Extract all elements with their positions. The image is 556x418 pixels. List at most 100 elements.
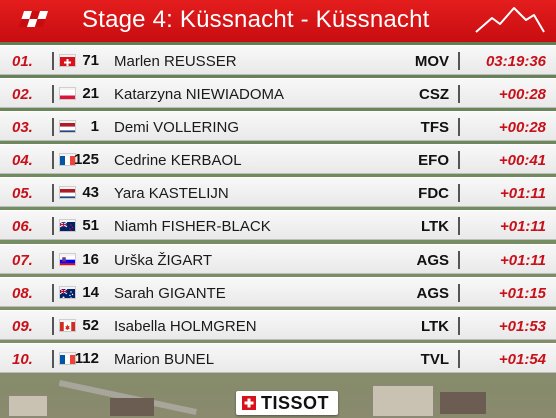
bib-number: 16: [82, 250, 99, 268]
rider-name: Demi VOLLERING: [114, 119, 240, 137]
team-code: EFO: [418, 152, 449, 170]
result-row: 03. 1 Demi VOLLERING TFS +00:28: [0, 111, 556, 142]
column-divider: [52, 151, 54, 170]
position-label: 10.: [12, 350, 33, 368]
race-logo-icon: [18, 11, 49, 27]
result-row: 02. 21 Katarzyna NIEWIADOMA CSZ +00:28: [0, 78, 556, 109]
column-divider: [458, 250, 460, 269]
time-gap: +01:11: [499, 251, 546, 269]
background-roof: [110, 398, 154, 416]
result-row: 04. 125 Cedrine KERBAOL EFO +00:41: [0, 144, 556, 175]
background-house: [8, 395, 48, 417]
column-divider: [52, 85, 54, 104]
time-gap: +01:54: [498, 350, 546, 368]
result-row: 09. 52 Isabella HOLMGREN LTK +01:53: [0, 309, 556, 340]
result-row: 06. 51 Niamh FISHER-BLACK LTK +01:11: [0, 210, 556, 241]
country-flag-icon: [60, 220, 75, 232]
stage-header: Stage 4: Küssnacht - Küssnacht: [0, 0, 556, 42]
sponsor-badge: TISSOT: [236, 391, 338, 415]
mountain-icon: [475, 7, 545, 33]
column-divider: [52, 283, 54, 302]
country-flag-icon: [60, 88, 75, 100]
column-divider: [458, 184, 460, 203]
background-roof: [440, 392, 486, 414]
bib-number: 51: [82, 217, 99, 235]
result-row: 08. 14 Sarah GIGANTE AGS +01:15: [0, 276, 556, 307]
column-divider: [52, 52, 54, 70]
country-flag-icon: [60, 254, 75, 265]
column-divider: [52, 250, 54, 269]
time-gap: +00:28: [498, 86, 546, 104]
column-divider: [458, 217, 460, 236]
rider-name: Katarzyna NIEWIADOMA: [114, 86, 285, 104]
team-code: TFS: [420, 119, 449, 137]
position-label: 05.: [12, 185, 33, 203]
team-code: TVL: [420, 350, 449, 368]
rider-name: Niamh FISHER-BLACK: [114, 218, 271, 236]
country-flag-icon: [60, 287, 75, 298]
bib-number: 71: [82, 52, 99, 69]
position-label: 03.: [12, 119, 33, 137]
swiss-cross-icon: [242, 396, 256, 410]
position-label: 04.: [12, 152, 33, 170]
column-divider: [52, 118, 54, 137]
team-code: AGS: [416, 251, 449, 269]
rider-name: Urška ŽIGART: [114, 251, 213, 269]
column-divider: [458, 85, 460, 104]
rider-name: Marion BUNEL: [114, 350, 215, 368]
time-gap: 03:19:36: [485, 53, 546, 70]
stage-title: Stage 4: Küssnacht - Küssnacht: [82, 6, 430, 33]
background-house: [372, 385, 434, 417]
time-gap: +01:11: [499, 218, 546, 236]
column-divider: [52, 217, 54, 236]
result-row: 05. 43 Yara KASTELIJN FDC +01:11: [0, 177, 556, 208]
bib-number: 125: [73, 151, 99, 169]
column-divider: [52, 184, 54, 203]
bib-number: 14: [82, 283, 99, 301]
position-label: 01.: [12, 53, 33, 70]
country-flag-icon: [60, 121, 75, 133]
result-row: 07. 16 Urška ŽIGART AGS +01:11: [0, 243, 556, 274]
column-divider: [458, 151, 460, 170]
country-flag-icon: [60, 353, 75, 364]
rider-name: Yara KASTELIJN: [114, 185, 229, 203]
column-divider: [458, 283, 460, 302]
time-gap: +01:53: [498, 317, 546, 335]
position-label: 02.: [12, 86, 33, 104]
country-flag-icon: [60, 320, 75, 331]
bib-number: 52: [82, 316, 99, 334]
position-label: 06.: [12, 218, 33, 236]
rider-name: Cedrine KERBAOL: [114, 152, 242, 170]
country-flag-icon: [60, 55, 75, 66]
column-divider: [458, 52, 460, 70]
team-code: AGS: [416, 284, 449, 302]
column-divider: [458, 118, 460, 137]
time-gap: +01:11: [499, 185, 546, 203]
time-gap: +00:28: [498, 119, 546, 137]
country-flag-icon: [60, 154, 75, 166]
column-divider: [52, 316, 54, 335]
sponsor-name: TISSOT: [261, 392, 330, 413]
team-code: LTK: [420, 317, 449, 335]
position-label: 08.: [12, 284, 33, 302]
country-flag-icon: [60, 187, 75, 199]
position-label: 09.: [12, 317, 33, 335]
rider-name: Sarah GIGANTE: [114, 284, 226, 302]
column-divider: [458, 316, 460, 335]
bib-number: 21: [82, 85, 99, 103]
team-code: FDC: [418, 185, 449, 203]
result-row: 01. 71 Marlen REUSSER MOV 03:19:36: [0, 45, 556, 75]
team-code: LTK: [420, 218, 449, 236]
rider-name: Isabella HOLMGREN: [114, 317, 257, 335]
result-row: 10. 112 Marion BUNEL TVL +01:54: [0, 342, 556, 373]
bib-number: 112: [74, 349, 99, 367]
rider-name: Marlen REUSSER: [114, 53, 237, 70]
time-gap: +00:41: [498, 152, 546, 170]
position-label: 07.: [12, 251, 33, 269]
results-table: 01. 71 Marlen REUSSER MOV 03:19:36 02. 21 Katar…: [0, 45, 556, 376]
team-code: CSZ: [419, 86, 449, 104]
time-gap: +01:15: [498, 284, 546, 302]
bib-number: 1: [90, 118, 99, 136]
column-divider: [52, 349, 54, 368]
column-divider: [458, 349, 460, 368]
